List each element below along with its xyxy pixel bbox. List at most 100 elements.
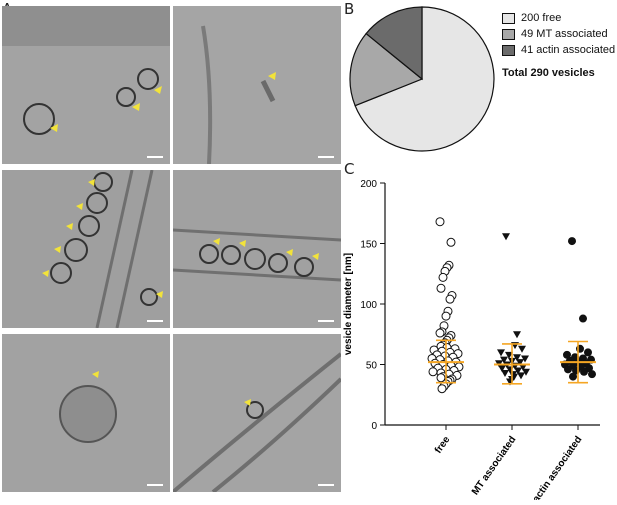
legend-label-actin: 41 actin associated	[521, 44, 616, 56]
data-point	[516, 359, 524, 367]
legend-label-free: 200 free	[521, 12, 562, 24]
vesicle	[140, 288, 158, 306]
vesicle	[23, 103, 55, 135]
data-point	[522, 368, 530, 376]
vesicle	[221, 245, 241, 265]
legend-swatch-free	[502, 12, 515, 24]
vesicle	[244, 248, 266, 270]
arrowhead-icon	[132, 103, 140, 111]
micrograph-tile-3	[2, 170, 170, 328]
y-tick-label: 200	[360, 179, 377, 190]
legend-swatch-actin	[502, 44, 515, 56]
data-point	[588, 370, 596, 379]
micrograph-tile-2-image	[173, 6, 341, 164]
data-point	[521, 355, 529, 363]
arrowhead-icon	[66, 223, 73, 230]
arrowhead-icon	[286, 249, 293, 256]
data-point	[500, 356, 508, 364]
vesicle	[268, 253, 288, 273]
legend-item-mt: 49 MT associated	[502, 28, 608, 40]
total-vesicles-label: Total 290 vesicles	[502, 67, 595, 79]
arrowhead-icon	[92, 371, 99, 378]
arrowhead-icon	[154, 86, 162, 94]
filament	[201, 25, 213, 164]
data-point	[438, 272, 448, 282]
micrograph-tile-6-image	[173, 334, 341, 492]
y-tick-label: 100	[360, 300, 377, 311]
filament	[173, 268, 341, 282]
vesicle	[137, 68, 159, 90]
micrograph-tile-4-image	[173, 170, 341, 328]
arrowhead-icon	[76, 203, 83, 210]
vesicle	[78, 215, 100, 237]
micrograph-tile-1	[2, 6, 170, 164]
x-tick-label: actin associated	[531, 434, 585, 500]
panel-c-label: C	[344, 160, 355, 178]
filament	[260, 79, 276, 103]
arrowhead-icon	[312, 253, 319, 260]
data-point	[579, 314, 587, 323]
arrowhead-icon	[244, 399, 251, 406]
filament	[95, 170, 134, 328]
data-point	[435, 217, 445, 227]
vesicle	[199, 244, 219, 264]
data-point	[428, 367, 438, 377]
legend-label-mt: 49 MT associated	[521, 28, 608, 40]
vesicle	[64, 238, 88, 262]
vesicle	[50, 262, 72, 284]
arrowhead-icon	[88, 179, 95, 186]
arrowhead-icon	[54, 246, 61, 253]
pie-slice-1	[349, 32, 424, 107]
data-point	[445, 294, 455, 304]
data-point	[436, 373, 446, 383]
organelle	[59, 385, 117, 443]
arrowhead-icon	[239, 240, 246, 247]
pie-slice-2	[365, 6, 423, 81]
arrowhead-icon	[156, 291, 163, 298]
data-point	[436, 283, 446, 293]
vesicle	[116, 87, 136, 107]
legend-item-actin: 41 actin associated	[502, 44, 615, 56]
micrograph-tile-2	[173, 6, 341, 164]
data-point	[563, 350, 571, 359]
data-point	[517, 372, 525, 380]
data-point	[519, 363, 527, 371]
data-point	[498, 365, 506, 373]
x-tick-label: MT associated	[470, 434, 519, 497]
micrograph-tile-1-image	[2, 6, 170, 164]
data-point	[568, 237, 576, 246]
data-point	[584, 348, 592, 357]
arrowhead-icon	[268, 72, 276, 80]
legend-item-free: 200 free	[502, 12, 561, 24]
legend-swatch-mt	[502, 28, 515, 40]
y-axis-label: vesicle diameter [nm]	[343, 253, 354, 355]
data-point	[497, 349, 505, 357]
arrowhead-icon	[42, 270, 49, 277]
arrowhead-icon	[213, 238, 220, 245]
data-point	[505, 351, 513, 359]
data-point	[514, 367, 522, 375]
data-point	[435, 328, 445, 338]
micrograph-tile-5	[2, 334, 170, 492]
y-tick-label: 0	[371, 421, 377, 432]
data-point	[441, 311, 451, 321]
data-point	[446, 237, 456, 247]
vesicle	[246, 401, 264, 419]
x-tick-label: free	[433, 434, 453, 456]
micrograph-tile-5-image	[2, 334, 170, 492]
data-point	[501, 369, 509, 377]
vesicle	[86, 192, 108, 214]
panel-b-label: B	[344, 0, 355, 18]
filament	[173, 228, 341, 242]
data-point	[513, 354, 521, 362]
data-point	[518, 345, 526, 353]
data-point	[437, 384, 447, 394]
data-point	[502, 233, 510, 241]
arrowhead-icon	[50, 124, 58, 132]
micrograph-tile-4	[173, 170, 341, 328]
scatter-chart: 0 50 100 150 200 vesicle diameter [nm] free MT …	[343, 179, 600, 500]
pie-chart	[349, 6, 495, 152]
y-tick-label: 150	[360, 240, 377, 251]
y-tick-label: 50	[366, 361, 378, 372]
data-point	[564, 365, 572, 374]
